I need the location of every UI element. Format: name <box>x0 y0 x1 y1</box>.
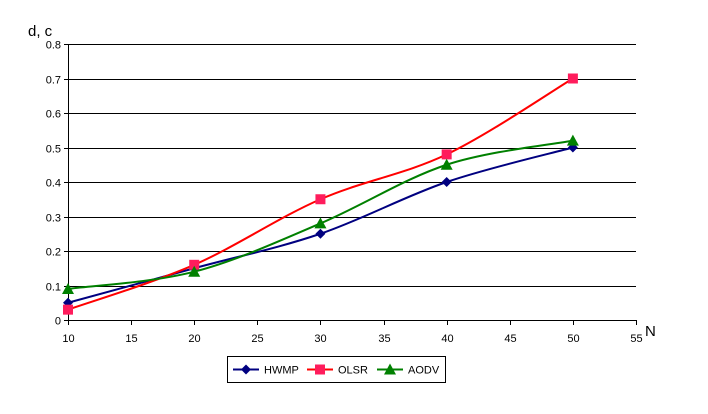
y-tick-label: 0.1 <box>46 282 61 294</box>
x-tick-label: 45 <box>504 333 516 345</box>
data-point-olsr <box>315 194 326 205</box>
data-point-olsr <box>567 73 578 84</box>
x-tick-label: 30 <box>314 333 326 345</box>
legend-label-olsr: OLSR <box>338 365 368 377</box>
data-point-aodv <box>188 265 201 277</box>
data-point-aodv <box>566 134 579 146</box>
legend: HWMP OLSR AODV <box>227 356 446 383</box>
x-tick-label: 40 <box>441 333 453 345</box>
y-tick-label: 0.4 <box>46 178 61 190</box>
y-tick-label: 0.3 <box>46 213 61 225</box>
x-axis-title: N <box>645 323 656 340</box>
x-tick-label: 35 <box>378 333 390 345</box>
x-tick-label: 50 <box>567 333 579 345</box>
y-tick-label: 0.2 <box>46 247 61 259</box>
data-point-hwmp <box>441 177 452 187</box>
y-axis-title: d, c <box>28 23 53 40</box>
y-tick-label: 0.7 <box>46 75 61 87</box>
x-tick-label: 15 <box>125 333 137 345</box>
data-point-olsr <box>63 304 73 315</box>
grid-lines <box>68 44 636 287</box>
axes <box>64 44 637 325</box>
legend-label-aodv: AODV <box>408 365 440 377</box>
legend-marker-aodv <box>384 363 396 375</box>
legend-label-hwmp: HWMP <box>264 365 299 377</box>
y-tick-label: 0.5 <box>46 144 61 156</box>
data-point-aodv <box>62 282 74 294</box>
data-point-aodv <box>314 217 327 229</box>
legend-marker-hwmp <box>241 364 251 375</box>
data-point-hwmp <box>315 228 326 239</box>
x-tick-label: 55 <box>630 333 642 345</box>
y-tick-label: 0.8 <box>46 40 61 52</box>
series-line-aodv <box>67 139 574 290</box>
data-point-aodv <box>440 158 453 170</box>
x-tick-labels: 10 15 20 25 30 35 40 45 50 55 <box>62 333 642 345</box>
data-point-olsr <box>189 259 200 270</box>
legend-box <box>227 356 446 383</box>
series-group <box>62 73 579 315</box>
legend-marker-olsr <box>315 364 325 375</box>
y-tick-labels: 0 0.1 0.2 0.3 0.4 0.5 0.6 0.7 0.8 <box>46 40 61 328</box>
x-tick-label: 20 <box>188 333 200 345</box>
x-tick-label: 25 <box>251 333 263 345</box>
data-point-olsr <box>441 149 452 160</box>
y-tick-label: 0 <box>55 316 61 328</box>
x-tick-label: 10 <box>62 333 74 345</box>
y-tick-label: 0.6 <box>46 109 61 121</box>
